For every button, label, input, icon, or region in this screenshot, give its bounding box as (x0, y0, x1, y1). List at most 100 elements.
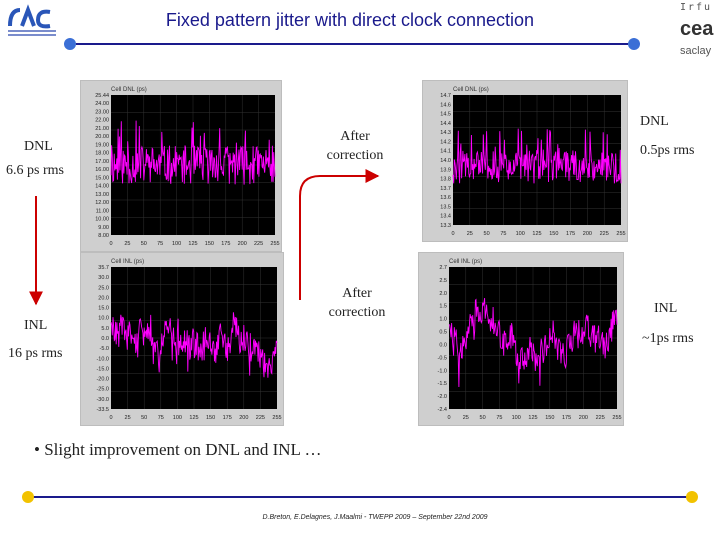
y-tick-label: -2.0 (438, 394, 447, 400)
divider-dot-left (64, 38, 76, 50)
y-tick-label: 13.8 (440, 177, 451, 183)
y-tick-label: 0.5 (439, 330, 447, 336)
dnl-after-plot: Cell DNL (ps) 14.7 14.6 14.5 14.4 14.3 14.2 14.… (422, 80, 628, 242)
title-divider (64, 38, 640, 50)
trace-line (452, 128, 622, 184)
lal-logo (8, 4, 56, 36)
inl-after-title: INL (654, 301, 678, 316)
bullet-point: • Slight improvement on DNL and INL … (34, 440, 322, 460)
irfu-cea-logo: Irfu cea saclay (680, 2, 718, 68)
dnl-before-title: DNL (24, 139, 53, 154)
x-tick-label: 225 (256, 415, 265, 421)
x-tick-label: 255 (612, 415, 621, 421)
bullet-text: Slight improvement on DNL and INL … (44, 440, 322, 459)
y-tick-label: 18.00 (95, 151, 109, 157)
dnl-after-value: 0.5ps rms (640, 143, 695, 158)
x-tick-label: 0 (109, 241, 112, 247)
y-tick-label: 10.0 (98, 316, 109, 322)
inl-after-value: ~1ps rms (642, 331, 694, 346)
y-tick-label: -25.0 (96, 387, 109, 393)
y-tick-label: 21.00 (95, 126, 109, 132)
x-tick-label: 75 (500, 231, 506, 237)
dnl-after-title: DNL (640, 114, 669, 129)
x-tick-label: 200 (238, 241, 247, 247)
y-tick-label: 8.00 (98, 233, 109, 239)
y-tick-label: 2.0 (439, 291, 447, 297)
x-tick-label: 150 (206, 415, 215, 421)
y-tick-label: -1.0 (438, 368, 447, 374)
dnl-before-plot: Cell DNL (ps) 25.44 24.00 23.00 22.00 21.00 20… (80, 80, 282, 252)
y-tick-label: 14.5 (440, 112, 451, 118)
y-tick-label: -0.5 (438, 355, 447, 361)
y-tick-label: 13.4 (440, 214, 451, 220)
y-tick-label: 22.00 (95, 118, 109, 124)
y-tick-label: 17.00 (95, 159, 109, 165)
x-tick-label: 150 (205, 241, 214, 247)
x-tick-label: 225 (600, 231, 609, 237)
y-tick-label: 14.7 (440, 93, 451, 99)
bullet-marker: • (34, 440, 45, 459)
y-tick-label: 14.3 (440, 130, 451, 136)
x-tick-label: 100 (173, 415, 182, 421)
x-tick-label: 50 (484, 231, 490, 237)
y-tick-label: -15.0 (96, 366, 109, 372)
footer-citation: D.Breton, E.Delagnes, J.Maalmi - TWEPP 2… (262, 514, 488, 521)
dnl-after-plot-svg: Cell DNL (ps)14.7 14.6 14.5 14.4 14.3 14.2 14.… (440, 87, 625, 237)
y-tick-label: 13.5 (440, 204, 451, 210)
x-tick-label: 150 (545, 415, 554, 421)
y-tick-label: 0.0 (101, 336, 109, 342)
x-tick-label: 25 (463, 415, 469, 421)
y-tick-label: 1.5 (439, 304, 447, 310)
y-tick-label: -20.0 (96, 377, 109, 383)
x-tick-label: 25 (125, 415, 131, 421)
x-tick-label: 50 (480, 415, 486, 421)
x-tick-label: 175 (221, 241, 230, 247)
y-tick-label: -10.0 (96, 356, 109, 362)
x-tick-label: 100 (172, 241, 181, 247)
footer-dot-left (22, 491, 34, 503)
inl-before-title: INL (24, 318, 48, 333)
y-tick-label: 15.0 (98, 306, 109, 312)
y-tick-label: 35.7 (98, 265, 109, 271)
y-tick-label: 13.9 (440, 167, 451, 173)
y-tick-label: 9.00 (98, 225, 109, 231)
y-tick-label: 10.00 (95, 217, 109, 223)
x-tick-label: 255 (270, 241, 279, 247)
y-tick-label: 13.7 (440, 186, 451, 192)
x-tick-label: 200 (239, 415, 248, 421)
x-tick-label: 0 (451, 231, 454, 237)
y-tick-label: 13.3 (440, 223, 451, 229)
y-tick-label: 15.00 (95, 175, 109, 181)
y-tick-label: 20.0 (98, 295, 109, 301)
dnl-before-plot-svg: Cell DNL (ps)25.44 24.00 23.00 22.00 21.00 20… (95, 87, 279, 247)
y-tick-label: 25.44 (95, 93, 109, 99)
y-tick-label: 25.0 (98, 285, 109, 291)
inl-after-plot-svg: Cell INL (ps)2.7 2.5 2.0 1.5 1.0 0.5 0.0 -0.5 -1… (438, 259, 622, 421)
x-tick-label: 175 (566, 231, 575, 237)
after-correction-label-bottom: After correction (328, 286, 386, 320)
y-tick-label: 13.6 (440, 195, 451, 201)
inl-before-value: 16 ps rms (8, 346, 63, 361)
y-tick-label: 30.0 (98, 275, 109, 281)
plot-header: Cell DNL (ps) (111, 87, 147, 93)
x-tick-label: 75 (158, 415, 164, 421)
y-tick-label: 14.00 (95, 184, 109, 190)
y-tick-label: -1.5 (438, 381, 447, 387)
trace-line (110, 120, 276, 185)
y-tick-label: -2.4 (438, 407, 447, 413)
plot-header: Cell INL (ps) (111, 259, 144, 265)
x-tick-label: 125 (188, 241, 197, 247)
y-tick-label: 5.0 (101, 326, 109, 332)
x-tick-label: 200 (583, 231, 592, 237)
y-tick-label: -5.0 (100, 346, 109, 352)
after-correction-label-top: After correction (326, 129, 384, 163)
x-tick-label: 75 (496, 415, 502, 421)
trace-line (110, 312, 278, 378)
dnl-before-value: 6.6 ps rms (6, 163, 64, 178)
x-tick-label: 25 (467, 231, 473, 237)
footer-dot-right (686, 491, 698, 503)
y-tick-label: 14.6 (440, 102, 451, 108)
y-tick-label: 14.2 (440, 139, 451, 145)
after-correction-arrow (299, 169, 380, 300)
